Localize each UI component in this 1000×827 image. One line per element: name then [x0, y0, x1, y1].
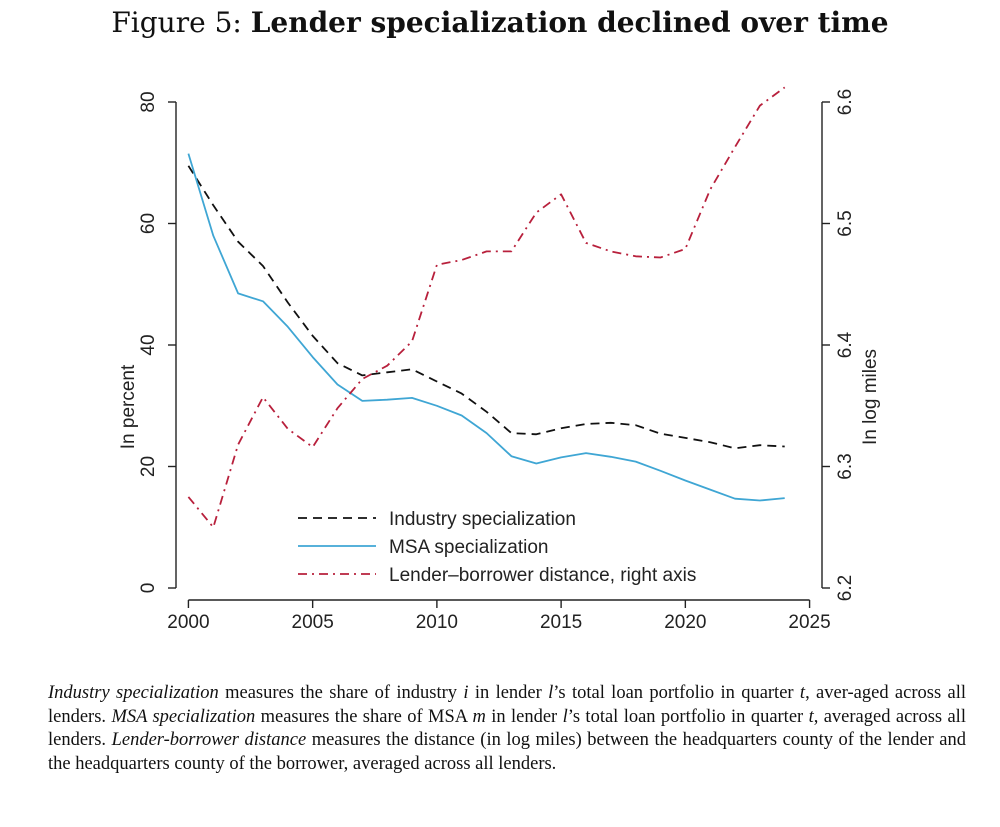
series-line-1: [187, 153, 785, 502]
caption-text: ’s total loan portfolio in quarter: [553, 683, 800, 703]
x-tick-label: 2000: [167, 612, 209, 633]
y-tick-label: 60: [138, 213, 159, 234]
caption-term-msa: MSA specialization: [111, 706, 256, 727]
caption-var: t: [808, 706, 814, 727]
caption-text: measures the share of MSA: [255, 706, 473, 727]
caption-text: measures the share of industry: [218, 683, 464, 703]
figure-caption: Industry specialization measures the sha…: [48, 682, 966, 776]
x-tick-label: 2005: [292, 612, 334, 633]
chart-series-group: [187, 86, 786, 529]
chart: 0 20 40 60 80 In percent 6.2 6.3 6.4 6.5 6.6 In log…: [118, 86, 881, 633]
x-tick-label: 2025: [788, 612, 830, 633]
y2-tick-label: 6.6: [835, 89, 856, 115]
y-axis-title: In percent: [118, 364, 139, 449]
caption-text: , averaged across all lenders.: [48, 706, 966, 751]
caption-text: in lender: [468, 683, 549, 703]
legend-label-0: Industry specialization: [389, 509, 576, 530]
figure-heading: Lender specialization declined over time: [250, 6, 889, 39]
figure-title: Figure 5: Lender specialization declined…: [0, 6, 1000, 39]
caption-text: , aver-aged across all lenders.: [48, 683, 966, 727]
y-tick-label: 40: [138, 334, 159, 355]
y2-tick-label: 6.5: [835, 210, 856, 236]
y2-axis-title: In log miles: [860, 349, 881, 445]
y-tick-label: 80: [138, 91, 159, 112]
y-tick-label: 20: [138, 456, 159, 477]
y-tick-label: 0: [138, 583, 159, 594]
caption-term-distance: Lender-borrower distance: [111, 730, 307, 751]
series-line-2: [187, 86, 786, 529]
y2-tick-label: 6.2: [835, 575, 856, 601]
x-tick-label: 2010: [416, 612, 458, 633]
chart-axes: 0 20 40 60 80 In percent 6.2 6.3 6.4 6.5 6.6 In log…: [118, 89, 881, 633]
legend-label-2: Lender–borrower distance, right axis: [389, 565, 696, 586]
caption-var: m: [472, 706, 486, 727]
caption-var: t: [799, 683, 806, 703]
figure-label: Figure 5:: [111, 6, 242, 39]
chart-legend: Industry specialization MSA specializatio…: [298, 509, 696, 586]
caption-var: l: [562, 706, 568, 727]
caption-term-industry: Industry specialization: [48, 683, 219, 703]
caption-var: l: [548, 683, 554, 703]
legend-label-1: MSA specialization: [389, 537, 548, 558]
y2-tick-label: 6.3: [835, 453, 856, 479]
caption-text: ’s total loan portfolio in quarter: [567, 706, 809, 727]
y2-tick-label: 6.4: [835, 331, 856, 358]
x-tick-label: 2020: [664, 612, 706, 633]
x-tick-label: 2015: [540, 612, 582, 633]
caption-text: measures the distance (in log miles) bet…: [48, 730, 966, 774]
series-line-0: [187, 165, 785, 450]
caption-var: i: [463, 683, 469, 703]
caption-text: in lender: [485, 706, 563, 727]
